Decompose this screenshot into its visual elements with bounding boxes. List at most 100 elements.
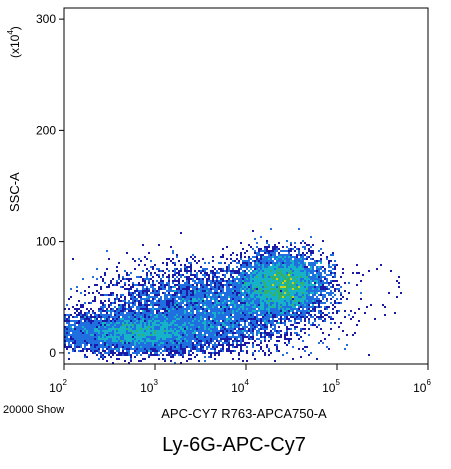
event-density-cell [152, 276, 154, 278]
event-density-cell [80, 320, 82, 322]
event-density-cell [310, 280, 312, 282]
event-density-cell [284, 332, 286, 334]
event-density-cell [224, 262, 226, 264]
event-density-cell [254, 326, 256, 328]
event-density-cell [258, 290, 260, 292]
event-density-cell [214, 314, 216, 316]
event-density-cell [320, 276, 322, 278]
event-density-cell [286, 296, 288, 298]
event-density-cell [98, 320, 100, 322]
event-density-cell [268, 316, 270, 318]
event-density-cell [226, 288, 228, 290]
event-density-cell [92, 320, 94, 322]
event-density-cell [212, 308, 214, 310]
event-density-cell [104, 306, 106, 308]
event-density-cell [180, 318, 182, 320]
event-density-cell [178, 282, 180, 284]
event-density-cell [280, 308, 282, 310]
event-density-cell [94, 312, 96, 314]
event-density-cell [186, 280, 188, 282]
event-density-cell [78, 332, 80, 334]
event-density-cell [224, 274, 226, 276]
event-density-cell [314, 286, 316, 288]
event-density-cell [172, 286, 174, 288]
event-density-cell [290, 260, 292, 262]
event-density-cell [156, 342, 158, 344]
event-density-cell [188, 304, 190, 306]
event-density-cell [162, 336, 164, 338]
event-density-cell [212, 324, 214, 326]
event-density-cell [170, 306, 172, 308]
event-density-cell [168, 344, 170, 346]
event-density-cell [212, 336, 214, 338]
event-density-cell [284, 294, 286, 296]
event-density-cell [140, 350, 142, 352]
event-density-cell [78, 308, 80, 310]
event-density-cell [268, 254, 270, 256]
event-density-cell [316, 260, 318, 262]
event-density-cell [144, 326, 146, 328]
event-density-cell [208, 300, 210, 302]
event-density-cell [272, 310, 274, 312]
event-density-cell [384, 314, 386, 316]
event-density-cell [188, 282, 190, 284]
event-density-cell [206, 274, 208, 276]
event-density-cell [184, 348, 186, 350]
event-density-cell [150, 352, 152, 354]
event-density-cell [130, 342, 132, 344]
event-density-cell [126, 328, 128, 330]
event-density-cell [224, 284, 226, 286]
event-density-cell [284, 316, 286, 318]
event-density-cell [134, 318, 136, 320]
event-density-cell [230, 290, 232, 292]
event-density-cell [210, 330, 212, 332]
event-density-cell [284, 260, 286, 262]
event-density-cell [232, 302, 234, 304]
event-density-cell [268, 258, 270, 260]
event-density-cell [150, 320, 152, 322]
event-density-cell [220, 278, 222, 280]
event-density-cell [188, 312, 190, 314]
event-density-cell [222, 310, 224, 312]
event-density-cell [260, 270, 262, 272]
event-density-cell [172, 334, 174, 336]
event-density-cell [302, 312, 304, 314]
event-density-cell [236, 286, 238, 288]
event-density-cell [326, 306, 328, 308]
event-density-cell [234, 308, 236, 310]
event-density-cell [112, 284, 114, 286]
event-density-cell [300, 264, 302, 266]
event-density-cell [94, 346, 96, 348]
event-density-cell [280, 296, 282, 298]
event-density-cell [192, 312, 194, 314]
event-density-cell [160, 324, 162, 326]
event-density-cell [190, 262, 192, 264]
event-density-cell [232, 342, 234, 344]
event-density-cell [194, 334, 196, 336]
event-density-cell [270, 310, 272, 312]
event-density-cell [272, 314, 274, 316]
event-density-cell [110, 352, 112, 354]
event-density-cell [240, 288, 242, 290]
event-density-cell [176, 344, 178, 346]
event-density-cell [144, 300, 146, 302]
event-density-cell [160, 328, 162, 330]
event-density-cell [210, 320, 212, 322]
event-density-cell [288, 280, 290, 282]
event-density-cell [302, 276, 304, 278]
event-density-cell [98, 348, 100, 350]
event-density-cell [68, 320, 70, 322]
event-density-cell [290, 286, 292, 288]
event-density-cell [158, 340, 160, 342]
event-density-cell [184, 344, 186, 346]
event-density-cell [320, 278, 322, 280]
event-density-cell [218, 312, 220, 314]
event-density-cell [278, 322, 280, 324]
event-density-cell [118, 274, 120, 276]
event-density-cell [234, 292, 236, 294]
event-density-cell [292, 272, 294, 274]
event-density-cell [130, 340, 132, 342]
event-density-cell [266, 240, 268, 242]
event-density-cell [296, 300, 298, 302]
event-density-cell [90, 348, 92, 350]
